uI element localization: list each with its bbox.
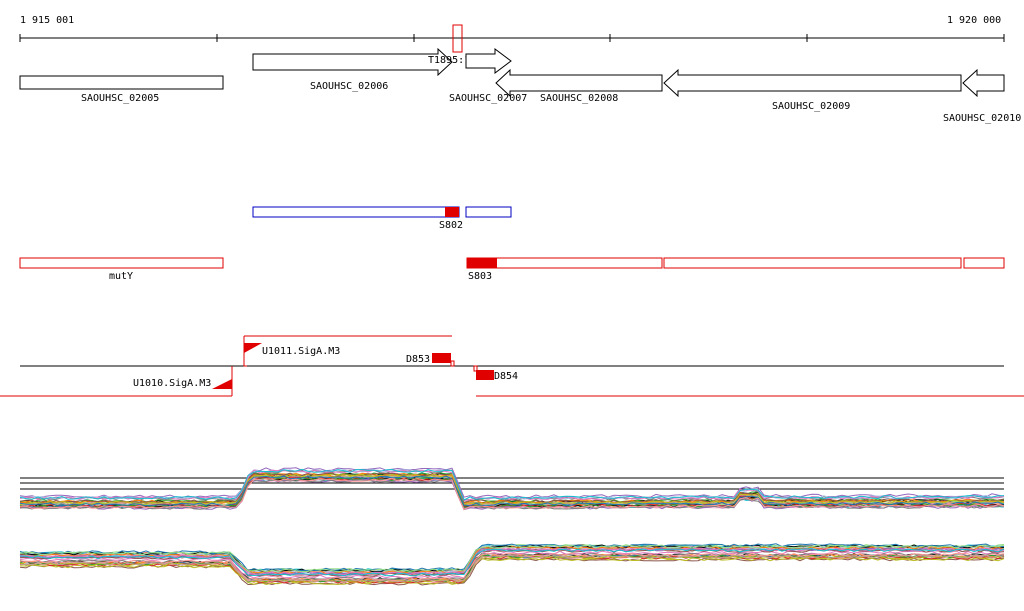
gene-saouhsc-02008[interactable] bbox=[495, 68, 663, 98]
gene-label-02006: SAOUHSC_02006 bbox=[310, 81, 388, 92]
ruler-start-label: 1 915 001 bbox=[20, 15, 74, 26]
segment-s802-fill[interactable] bbox=[445, 207, 459, 217]
gene-label-02009: SAOUHSC_02009 bbox=[772, 101, 850, 112]
ruler-end-label: 1 920 000 bbox=[947, 15, 1001, 26]
promoter-u1011-flag[interactable] bbox=[244, 343, 262, 353]
profile-line bbox=[19, 554, 1005, 583]
profile-line bbox=[19, 475, 1005, 507]
profile-line bbox=[19, 468, 1005, 501]
gene-saouhsc-02009[interactable] bbox=[663, 68, 962, 98]
gene-label-02007: SAOUHSC_02007 bbox=[449, 93, 527, 104]
profile-line bbox=[19, 544, 1005, 573]
segment-blue-1[interactable] bbox=[252, 206, 460, 218]
promoter-u1010-flag[interactable] bbox=[212, 379, 232, 389]
segment-blue-2[interactable] bbox=[465, 206, 512, 218]
transcript-label-d854: D854 bbox=[494, 371, 518, 382]
gene-label-02005: SAOUHSC_02005 bbox=[81, 93, 159, 104]
expression-profile-track-bottom bbox=[19, 543, 1005, 586]
gene-label-02008: SAOUHSC_02008 bbox=[540, 93, 618, 104]
transcript-track: U1011.SigA.M3 U1010.SigA.M3 D853 D854 bbox=[0, 335, 1024, 397]
small-feature-label: T1895:100 bbox=[428, 55, 482, 66]
gene-saouhsc-02006[interactable] bbox=[252, 47, 453, 77]
profile-line bbox=[19, 543, 1005, 572]
selection-marker[interactable] bbox=[452, 24, 463, 53]
gene-saouhsc-02005[interactable] bbox=[19, 75, 224, 90]
segment-track-red: mutY S803 bbox=[19, 257, 1005, 282]
segment-s803-fill[interactable] bbox=[467, 258, 497, 268]
segment-mutY[interactable] bbox=[19, 257, 224, 269]
gene-saouhsc-02007[interactable] bbox=[465, 48, 512, 74]
gene-saouhsc-02010[interactable] bbox=[962, 68, 1005, 98]
expression-profile-track-top bbox=[19, 467, 1005, 511]
gene-label-02010: SAOUHSC_02010 bbox=[943, 113, 1021, 124]
segment-red-3[interactable] bbox=[663, 257, 962, 269]
profile-line bbox=[19, 552, 1005, 581]
profile-line bbox=[19, 548, 1005, 577]
transcript-label-d853: D853 bbox=[406, 354, 430, 365]
profile-line bbox=[19, 478, 1005, 510]
segment-red-4[interactable] bbox=[963, 257, 1005, 269]
profile-line bbox=[19, 555, 1005, 584]
profile-line bbox=[19, 469, 1005, 502]
profile-line bbox=[19, 555, 1005, 584]
coordinate-ruler: 1 915 001 1 920 000 bbox=[19, 15, 1005, 53]
transcript-label-u1010: U1010.SigA.M3 bbox=[133, 378, 211, 389]
gene-track: SAOUHSC_02005 SAOUHSC_02006 T1895:100 SA… bbox=[19, 47, 1021, 124]
segment-track-blue: S802 bbox=[252, 206, 512, 231]
terminator-d853[interactable] bbox=[432, 353, 451, 363]
profile-line bbox=[19, 478, 1005, 511]
segment-label-s802: S802 bbox=[439, 220, 463, 231]
transcript-label-u1011: U1011.SigA.M3 bbox=[262, 346, 340, 357]
terminator-d854[interactable] bbox=[476, 370, 494, 380]
segment-label-mutY: mutY bbox=[109, 271, 133, 282]
segment-label-s803: S803 bbox=[468, 271, 492, 282]
